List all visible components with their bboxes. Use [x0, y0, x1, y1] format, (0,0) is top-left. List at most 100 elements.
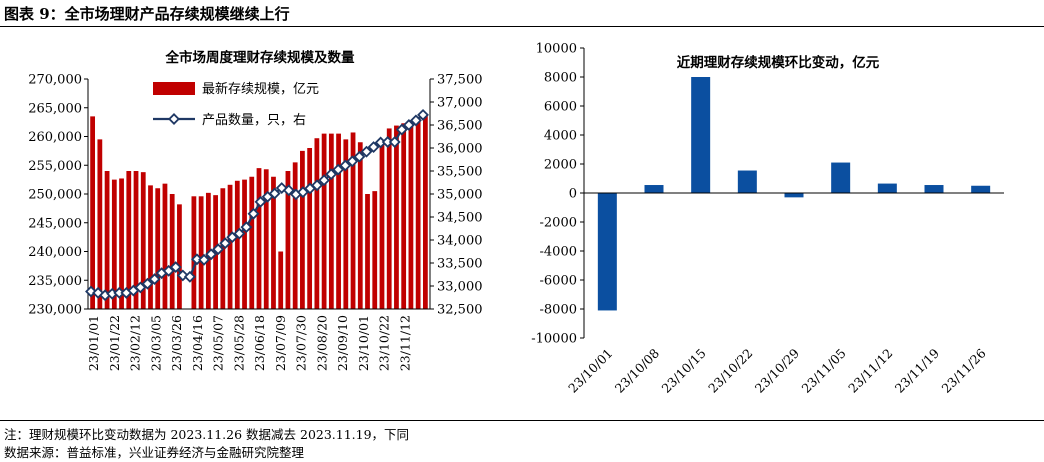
chart2-y-tick-label: -8000 [540, 303, 577, 318]
chart1-count-point [240, 221, 253, 234]
chart1-count-point [106, 287, 119, 300]
chart1-right-tick-label: 36,500 [437, 119, 483, 134]
chart1-count-point [247, 207, 260, 220]
chart1-count-point [148, 273, 161, 286]
chart1-scale-bar [357, 142, 363, 309]
chart2-change-bar [831, 162, 851, 193]
note-line: 注：理财规模环比变动数据为 2023.11.26 数据减去 2023.11.19… [4, 427, 410, 442]
chart1-scale-bar [133, 171, 139, 309]
chart1-count-point [374, 136, 387, 149]
chart2-y-tick-label: 8000 [544, 71, 577, 86]
chart1-scale-bar [205, 192, 211, 309]
chart1-count-point [191, 253, 203, 266]
chart1-scale-bar [148, 185, 153, 309]
chart2-x-tick-label: 23/10/15 [658, 346, 708, 396]
chart2-change-bar [924, 185, 944, 193]
chart1-scale-bar [300, 150, 305, 309]
chart1-scale-bar [104, 171, 110, 309]
chart1-count-point [141, 277, 154, 290]
bottom-rule [0, 420, 1044, 421]
chart1-x-tick-label: 23/08/20 [314, 315, 329, 371]
chart1-count-point [113, 286, 126, 299]
chart1-x-tick-label: 23/09/10 [335, 315, 350, 371]
chart1-count-point [318, 174, 331, 187]
chart2-y-tick-label: 4000 [544, 129, 577, 144]
chart1-title: 全市场周度理财存续规模及数量 [165, 49, 355, 66]
chart1-x-tick-label: 23/06/18 [252, 315, 267, 371]
chart1-scale-bar [227, 184, 233, 309]
chart1-scale-bar [314, 138, 320, 309]
chart2-x-tick-label: 23/11/26 [938, 346, 988, 396]
chart2-y-tick-label: -2000 [540, 216, 577, 231]
chart1-scale-bar [177, 204, 182, 309]
chart1-scale-bar [379, 143, 385, 309]
chart2-x-tick-label: 23/10/29 [752, 345, 802, 395]
chart1-right-tick-label: 35,000 [437, 188, 483, 203]
source-line: 数据来源：普益标准，兴业证券经济与金融研究院整理 [4, 445, 305, 460]
chart1-count-point [198, 253, 210, 266]
chart1-count-point [219, 237, 232, 250]
chart1-count-point [162, 264, 175, 277]
chart1-legend-bar-swatch [153, 82, 195, 95]
chart1-scale-bar [256, 168, 262, 309]
chart1-count-point [332, 163, 345, 176]
chart1-scale-bar [285, 171, 291, 309]
chart1-count-point [311, 179, 323, 192]
chart1-count-point [268, 187, 281, 200]
chart1-scale-bar [307, 148, 313, 309]
chart1-left-tick-label: 230,000 [28, 303, 82, 318]
chart1-scale-bar [162, 183, 168, 309]
chart1-count-point [233, 227, 246, 240]
chart2-y-tick-label: 2000 [544, 158, 577, 173]
chart1-scale-bar [365, 194, 370, 309]
chart2-change-bar [877, 183, 897, 193]
chart1-scale-bar [126, 171, 132, 309]
chart1-scale-bar [140, 172, 146, 309]
chart2-x-tick-label: 23/11/05 [798, 346, 848, 396]
chart-scale-change: 近期理财存续规模环比变动，亿元 -10000 -8000 -6000 -4000 -200… [531, 42, 1004, 396]
chart1-count-point [169, 261, 182, 274]
chart1-scale-bar [386, 128, 392, 309]
chart1-scale-bar [292, 162, 298, 309]
chart1-scale-bar [372, 191, 378, 309]
chart1-count-point [183, 270, 196, 283]
chart1-x-tick-label: 23/01/22 [107, 315, 122, 371]
chart1-count-point [367, 141, 380, 153]
chart1-count-point [388, 136, 401, 148]
chart1-scale-bar [343, 139, 349, 309]
chart1-count-point [409, 114, 422, 127]
chart1-right-tick-label: 34,500 [437, 211, 483, 226]
chart2-x-tick-label: 23/10/08 [612, 345, 662, 395]
chart1-scale-bar [155, 188, 161, 309]
chart1-left-tick-label: 240,000 [28, 245, 82, 260]
chart1-legend-line-label: 产品数量，只，右 [202, 113, 306, 128]
chart1-x-tick-label: 23/01/01 [86, 315, 101, 371]
chart1-x-tick-label: 23/03/26 [169, 315, 184, 371]
chart1-left-tick-label: 265,000 [28, 101, 82, 116]
chart2-x-tick-label: 23/10/01 [565, 345, 615, 395]
chart2-y-tick-label: 10000 [536, 42, 577, 57]
figure-title: 图表 9：全市场理财产品存续规模继续上行 [4, 5, 290, 23]
chart1-x-tick-label: 23/03/05 [148, 315, 163, 371]
chart1-left-tick-label: 260,000 [28, 130, 82, 145]
chart2-title: 近期理财存续规模环比变动，亿元 [677, 54, 880, 71]
chart1-right-tick-label: 37,000 [437, 96, 483, 111]
chart1-right-tick-label: 33,000 [437, 280, 483, 295]
chart1-count-point [339, 159, 352, 172]
chart1-scale-bar [169, 194, 175, 309]
chart1-scale-bar [278, 251, 284, 309]
chart1-x-tick-label: 23/11/12 [397, 315, 412, 371]
chart1-scale-bar [328, 133, 334, 309]
chart1-right-tick-label: 32,500 [437, 303, 483, 318]
chart1-count-point [325, 168, 338, 181]
chart1-count-point [381, 136, 394, 148]
chart1-x-tick-label: 23/10/22 [377, 315, 392, 371]
chart1-scale-bar [97, 139, 103, 309]
chart1-right-tick-label: 35,500 [437, 165, 483, 180]
chart2-y-tick-label: -4000 [540, 245, 577, 260]
chart1-scale-bar [249, 176, 255, 309]
chart2-change-bar [597, 193, 617, 311]
chart2-change-bar [691, 77, 711, 193]
chart2-change-bar [784, 193, 804, 198]
chart1-scale-bar [191, 196, 197, 309]
